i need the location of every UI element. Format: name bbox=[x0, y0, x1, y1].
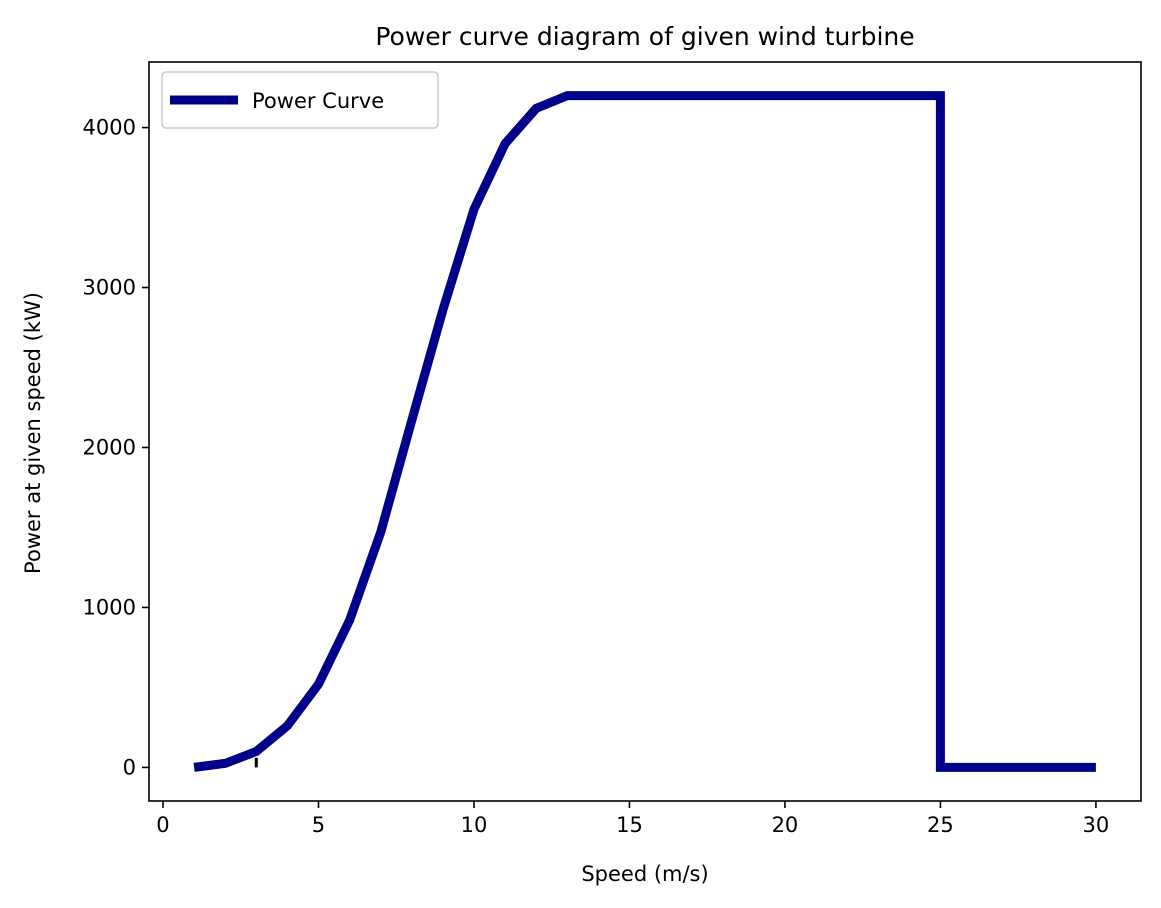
y-tick-label: 4000 bbox=[83, 116, 136, 140]
axes: 0 5 10 15 20 25 30 0 1000 2000 3000 4000 bbox=[83, 61, 1142, 837]
y-tick-label: 1000 bbox=[83, 595, 136, 619]
legend: Power Curve bbox=[161, 71, 439, 129]
legend-label-power-curve: Power Curve bbox=[252, 89, 384, 113]
x-tick-label: 5 bbox=[312, 813, 325, 837]
y-tick-label: 3000 bbox=[83, 276, 136, 300]
y-tick-label: 2000 bbox=[83, 435, 136, 459]
x-tick-label: 15 bbox=[616, 813, 643, 837]
x-tick-label: 30 bbox=[1083, 813, 1110, 837]
x-tick-label: 25 bbox=[927, 813, 954, 837]
legend-frame bbox=[161, 71, 439, 129]
plot-area bbox=[193, 91, 1096, 772]
y-tick-label: 0 bbox=[123, 755, 136, 779]
axes-frame bbox=[148, 61, 1142, 802]
chart-title: Power curve diagram of given wind turbin… bbox=[375, 22, 914, 51]
x-tick-label: 0 bbox=[156, 813, 169, 837]
x-tick-label: 20 bbox=[772, 813, 799, 837]
series-line-0 bbox=[193, 91, 1096, 772]
x-tick-label: 10 bbox=[461, 813, 488, 837]
y-axis-title: Power at given speed (kW) bbox=[21, 292, 45, 574]
x-axis-title: Speed (m/s) bbox=[581, 862, 708, 886]
